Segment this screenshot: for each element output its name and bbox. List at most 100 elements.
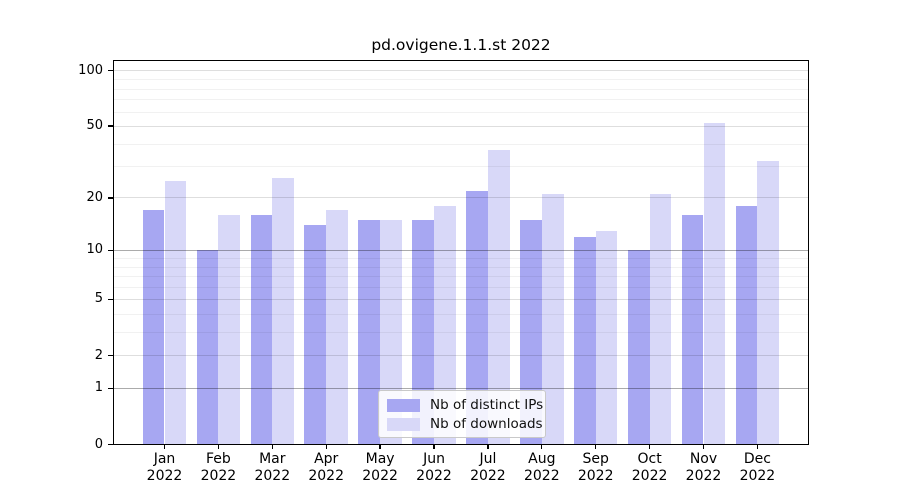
x-tick-mark	[163, 444, 166, 449]
legend-swatch	[387, 417, 420, 431]
bar-feb-downloads	[218, 215, 241, 445]
y-tick-mark	[108, 443, 113, 446]
bar-oct-distinct-ips	[627, 250, 650, 445]
x-tick-mark	[271, 444, 273, 449]
x-tick-month: Dec	[743, 451, 771, 467]
gridline-2	[113, 355, 809, 357]
x-tick-label-nov: Nov 2022	[674, 451, 734, 485]
gridline-minor	[113, 276, 809, 278]
gridline-minor	[113, 99, 809, 101]
x-tick-year: 2022	[739, 468, 776, 484]
gridline-minor	[113, 143, 809, 145]
x-tick-month: Nov	[689, 451, 718, 467]
x-tick-year: 2022	[254, 468, 291, 484]
x-tick-label-jun: Jun 2022	[404, 451, 464, 485]
y-tick-label: 50	[86, 118, 103, 134]
gridline-1	[113, 387, 809, 390]
gridline-minor	[113, 266, 809, 268]
gridline-10	[113, 249, 809, 252]
bar-feb-distinct-ips	[196, 250, 219, 445]
bar-aug-downloads	[541, 194, 564, 445]
legend-swatch	[387, 398, 420, 412]
x-tick-label-may: May 2022	[350, 451, 410, 485]
y-tick-mark	[108, 249, 113, 251]
x-tick-year: 2022	[523, 468, 560, 484]
bar-jun-downloads	[434, 206, 456, 445]
y-tick-mark	[108, 387, 113, 390]
gridline-100	[113, 70, 809, 72]
gridline-minor	[113, 166, 809, 168]
x-tick-label-aug: Aug 2022	[512, 451, 572, 485]
x-tick-label-feb: Feb 2022	[188, 451, 248, 485]
x-tick-mark	[702, 444, 705, 449]
x-tick-year: 2022	[685, 468, 722, 484]
x-tick-label-apr: Apr 2022	[296, 451, 356, 485]
bar-nov-distinct-ips	[681, 215, 704, 445]
gridline-minor	[113, 79, 809, 81]
y-tick-label: 100	[78, 62, 103, 78]
x-tick-label-mar: Mar 2022	[242, 451, 302, 485]
x-tick-mark	[379, 444, 381, 449]
x-tick-month: Aug	[528, 451, 556, 467]
x-tick-month: Mar	[259, 451, 286, 467]
gridline-minor	[113, 258, 809, 259]
x-tick-label-sep: Sep 2022	[566, 451, 626, 485]
bar-dec-downloads	[757, 161, 780, 445]
x-tick-month: Jan	[153, 451, 176, 467]
x-tick-year: 2022	[146, 468, 183, 484]
y-tick-label: 20	[86, 189, 103, 205]
x-tick-label-oct: Oct 2022	[620, 451, 680, 485]
x-tick-month: Feb	[205, 451, 231, 467]
y-tick-label: 0	[94, 436, 103, 452]
bar-jul-distinct-ips	[466, 190, 488, 445]
x-tick-mark	[541, 444, 543, 449]
gridline-minor	[113, 332, 809, 334]
x-tick-mark	[487, 444, 489, 449]
gridline-50	[113, 125, 809, 127]
legend-label: Nb of downloads	[430, 416, 543, 432]
y-tick-label: 10	[86, 242, 103, 258]
y-tick-label: 1	[94, 380, 103, 396]
bar-jun-distinct-ips	[412, 219, 434, 445]
bar-apr-distinct-ips	[304, 225, 327, 445]
x-tick-year: 2022	[631, 468, 668, 484]
legend-label: Nb of distinct IPs	[430, 397, 544, 413]
y-tick-mark	[108, 298, 113, 301]
y-tick-mark	[108, 70, 113, 72]
x-tick-mark	[433, 444, 435, 449]
x-tick-year: 2022	[577, 468, 614, 484]
x-tick-month: Jun	[423, 451, 445, 467]
gridline-minor	[113, 314, 809, 316]
x-tick-mark	[595, 444, 597, 449]
x-tick-year: 2022	[416, 468, 452, 484]
x-tick-month: Oct	[637, 451, 662, 467]
bar-may-distinct-ips	[358, 219, 381, 445]
gridline-minor	[113, 286, 809, 288]
bar-mar-downloads	[272, 177, 295, 445]
bar-may-downloads	[380, 219, 402, 445]
x-tick-year: 2022	[470, 468, 506, 484]
gridline-20	[113, 197, 809, 199]
x-tick-label-jul: Jul 2022	[458, 451, 518, 485]
bar-dec-distinct-ips	[735, 206, 758, 445]
bar-jan-downloads	[164, 180, 187, 445]
y-tick-mark	[108, 125, 113, 127]
y-tick-mark	[108, 354, 113, 357]
x-tick-month: Sep	[582, 451, 609, 467]
bar-mar-distinct-ips	[250, 215, 273, 445]
gridline-minor	[113, 111, 809, 113]
x-tick-month: May	[365, 451, 395, 467]
gridline-5	[113, 298, 809, 300]
x-tick-mark	[756, 444, 759, 449]
gridline-minor	[113, 88, 809, 90]
bar-nov-downloads	[703, 122, 726, 445]
x-tick-label-dec: Dec 2022	[727, 451, 787, 485]
x-tick-year: 2022	[362, 468, 398, 484]
x-tick-label-jan: Jan 2022	[135, 451, 195, 485]
x-tick-mark	[217, 444, 220, 449]
bar-jul-downloads	[487, 149, 510, 445]
x-tick-month: Jul	[479, 451, 497, 467]
bar-jan-distinct-ips	[142, 210, 165, 445]
